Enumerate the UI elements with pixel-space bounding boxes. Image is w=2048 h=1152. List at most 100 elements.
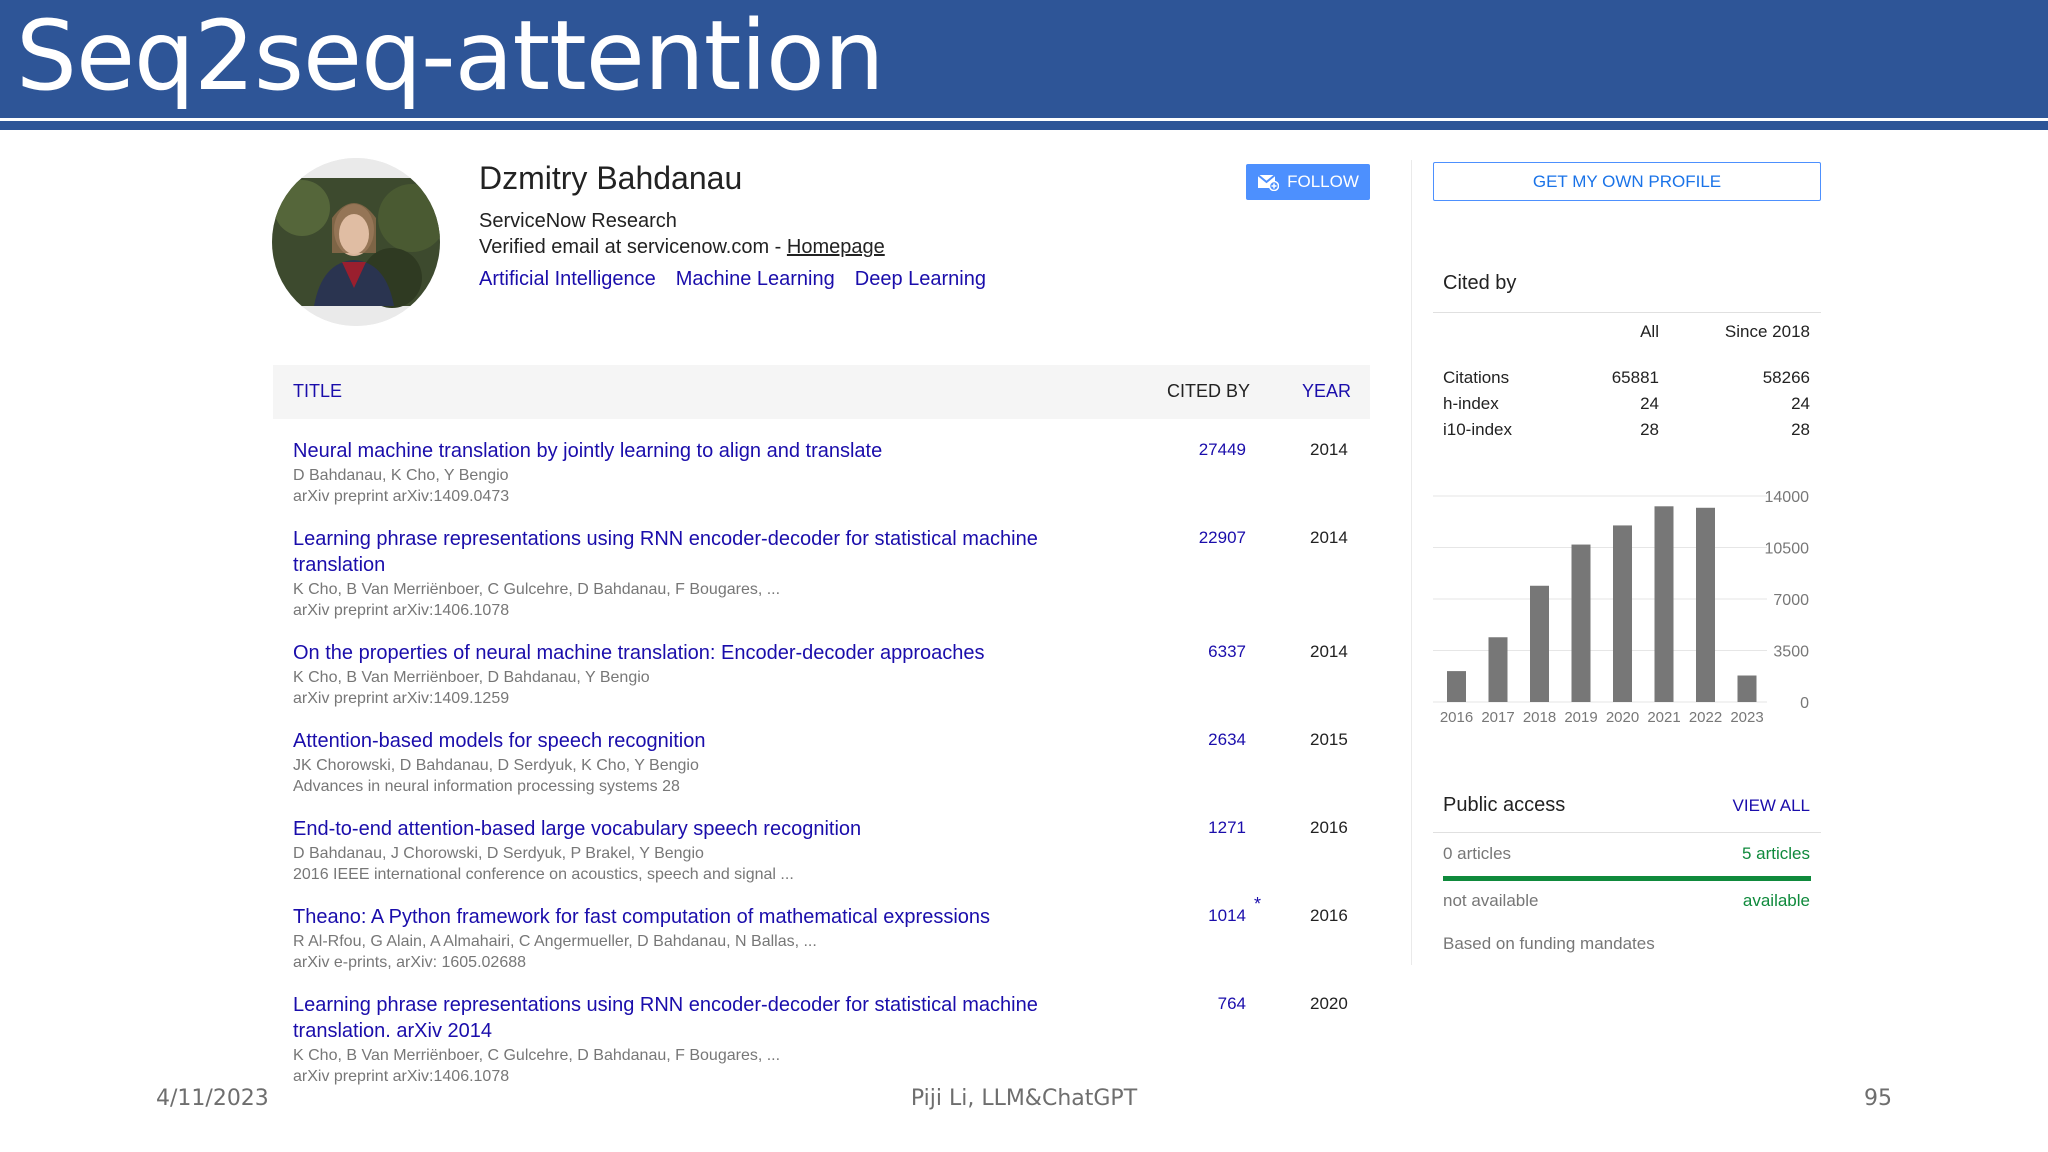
article-cited-count[interactable]: 6337 <box>1208 642 1246 661</box>
chart-bar-2020[interactable] <box>1613 525 1632 702</box>
public-access-available-count[interactable]: 5 articles <box>1741 844 1810 863</box>
articles-table-header: TITLE CITED BY YEAR <box>273 365 1370 419</box>
article-cited-count[interactable]: 1271 <box>1208 818 1246 837</box>
chart-y-tick-label: 3500 <box>1773 644 1809 661</box>
chart-x-tick-label: 2023 <box>1730 709 1763 726</box>
chart-x-tick-label: 2018 <box>1523 709 1556 726</box>
profile-email-line: Verified email at servicenow.com - Homep… <box>479 236 885 259</box>
article-title-link[interactable]: Neural machine translation by jointly le… <box>293 440 883 462</box>
chart-bar-2021[interactable] <box>1654 506 1674 702</box>
public-access-unavailable-count[interactable]: 0 articles <box>1443 844 1512 863</box>
article-venue: 2016 IEEE international conference on ac… <box>293 866 794 883</box>
follow-mail-icon <box>1257 174 1280 191</box>
person-photo-icon <box>272 158 440 326</box>
article-venue: arXiv preprint arXiv:1406.1078 <box>293 1068 510 1085</box>
research-interests: Artificial Intelligence Machine Learning… <box>479 268 986 291</box>
merged-citations-star: * <box>1254 894 1262 914</box>
metrics-column-since: Since 2018 <box>1724 322 1810 341</box>
slide-page-number: 95 <box>1864 1086 1892 1111</box>
article-title-link[interactable]: On the properties of neural machine tran… <box>293 642 985 664</box>
article-authors: K Cho, B Van Merriënboer, C Gulcehre, D … <box>293 1047 781 1064</box>
chart-bar-2018[interactable] <box>1530 585 1549 702</box>
article-venue: arXiv preprint arXiv:1409.1259 <box>293 690 510 707</box>
homepage-link[interactable]: Homepage <box>786 236 885 258</box>
interest-link-dl[interactable]: Deep Learning <box>854 268 986 290</box>
interest-link-ml[interactable]: Machine Learning <box>675 268 835 290</box>
article-venue: arXiv e-prints, arXiv: 1605.02688 <box>293 954 527 971</box>
article-year: 2014 <box>1310 440 1348 459</box>
chart-y-tick-label: 0 <box>1800 695 1809 712</box>
metric-i10-index-all: 28 <box>1640 420 1659 439</box>
public-access-available-label: available <box>1742 891 1810 910</box>
article-title-link[interactable]: End-to-end attention-based large vocabul… <box>293 818 862 840</box>
column-year[interactable]: YEAR <box>1302 381 1352 401</box>
chart-bar-2017[interactable] <box>1488 637 1508 702</box>
verified-email-text: Verified email at servicenow.com - <box>479 236 787 258</box>
sidebar-divider <box>1411 160 1412 965</box>
article-authors: D Bahdanau, J Chorowski, D Serdyuk, P Br… <box>293 845 704 862</box>
article-year: 2020 <box>1310 994 1348 1013</box>
column-cited-by[interactable]: CITED BY <box>1167 381 1251 401</box>
public-access-view-all-link[interactable]: VIEW ALL <box>1732 796 1810 815</box>
article-year: 2016 <box>1310 906 1348 925</box>
article-title-link[interactable]: Learning phrase representations using RN… <box>293 994 1038 1042</box>
article-authors: K Cho, B Van Merriënboer, C Gulcehre, D … <box>293 581 781 598</box>
header-divider <box>0 121 2048 130</box>
article-title-link[interactable]: Theano: A Python framework for fast comp… <box>293 906 991 928</box>
article-venue: arXiv preprint arXiv:1406.1078 <box>293 602 510 619</box>
article-cited-count[interactable]: 27449 <box>1198 440 1246 459</box>
chart-y-tick-label: 14000 <box>1765 489 1810 506</box>
chart-y-tick-label: 7000 <box>1773 592 1809 609</box>
article-cited-count[interactable]: 2634 <box>1208 730 1246 749</box>
chart-bar-2019[interactable] <box>1571 544 1591 702</box>
chart-bar-2023[interactable] <box>1737 675 1757 702</box>
article-year: 2014 <box>1310 642 1348 661</box>
metric-h-index-since: 24 <box>1791 394 1810 413</box>
article-authors: D Bahdanau, K Cho, Y Bengio <box>293 467 509 484</box>
public-access-unavailable-label: not available <box>1443 891 1539 910</box>
article-authors: K Cho, B Van Merriënboer, D Bahdanau, Y … <box>293 669 650 686</box>
article-cited-count[interactable]: 22907 <box>1198 528 1246 547</box>
cited-by-title: Cited by <box>1443 272 1517 294</box>
metric-i10-index-since: 28 <box>1791 420 1810 439</box>
article-year: 2016 <box>1310 818 1348 837</box>
metric-citations-all: 65881 <box>1611 368 1659 387</box>
follow-label: FOLLOW <box>1287 172 1359 191</box>
metric-h-index-all: 24 <box>1640 394 1659 413</box>
article-title-link[interactable]: Learning phrase representations using RN… <box>293 528 1038 576</box>
get-my-own-profile-button[interactable]: GET MY OWN PROFILE <box>1433 162 1821 201</box>
metric-citations-since: 58266 <box>1762 368 1810 387</box>
slide-header: Seq2seq-attention <box>0 0 2048 118</box>
article-authors: JK Chorowski, D Bahdanau, D Serdyuk, K C… <box>293 757 699 774</box>
metric-label-h-index: h-index <box>1443 394 1499 413</box>
public-access-progress-bar <box>1443 876 1811 881</box>
metrics-header-divider <box>1433 312 1821 313</box>
chart-x-tick-label: 2019 <box>1564 709 1597 726</box>
follow-button[interactable]: FOLLOW <box>1246 164 1370 200</box>
article-year: 2014 <box>1310 528 1348 547</box>
chart-x-tick-label: 2016 <box>1440 709 1473 726</box>
metrics-column-all: All <box>1640 322 1659 341</box>
article-cited-count[interactable]: 764 <box>1217 994 1246 1013</box>
slide-footer-date: 4/11/2023 <box>156 1086 269 1111</box>
chart-x-tick-label: 2017 <box>1481 709 1514 726</box>
column-title[interactable]: TITLE <box>293 381 343 401</box>
article-year: 2015 <box>1310 730 1348 749</box>
profile-affiliation: ServiceNow Research <box>479 210 677 232</box>
chart-y-tick-label: 10500 <box>1765 541 1810 558</box>
article-venue: arXiv preprint arXiv:1409.0473 <box>293 488 510 505</box>
chart-bar-2016[interactable] <box>1447 671 1466 702</box>
article-venue: Advances in neural information processin… <box>293 778 680 795</box>
article-authors: R Al-Rfou, G Alain, A Almahairi, C Anger… <box>293 933 817 950</box>
chart-bar-2022[interactable] <box>1696 507 1715 702</box>
article-title-link[interactable]: Attention-based models for speech recogn… <box>293 730 706 752</box>
article-cited-count[interactable]: 1014 <box>1208 906 1246 925</box>
interest-link-ai[interactable]: Artificial Intelligence <box>479 268 656 290</box>
public-access-note: Based on funding mandates <box>1443 934 1655 953</box>
metric-label-i10-index: i10-index <box>1443 420 1512 439</box>
profile-avatar <box>272 158 440 326</box>
metric-label-citations: Citations <box>1443 368 1510 387</box>
chart-x-tick-label: 2022 <box>1689 709 1722 726</box>
citations-per-year-chart: 14000 10500 7000 3500 0 2016 2017 2018 2019 2020 2… <box>1433 489 1810 726</box>
slide-title: Seq2seq-attention <box>16 0 885 112</box>
